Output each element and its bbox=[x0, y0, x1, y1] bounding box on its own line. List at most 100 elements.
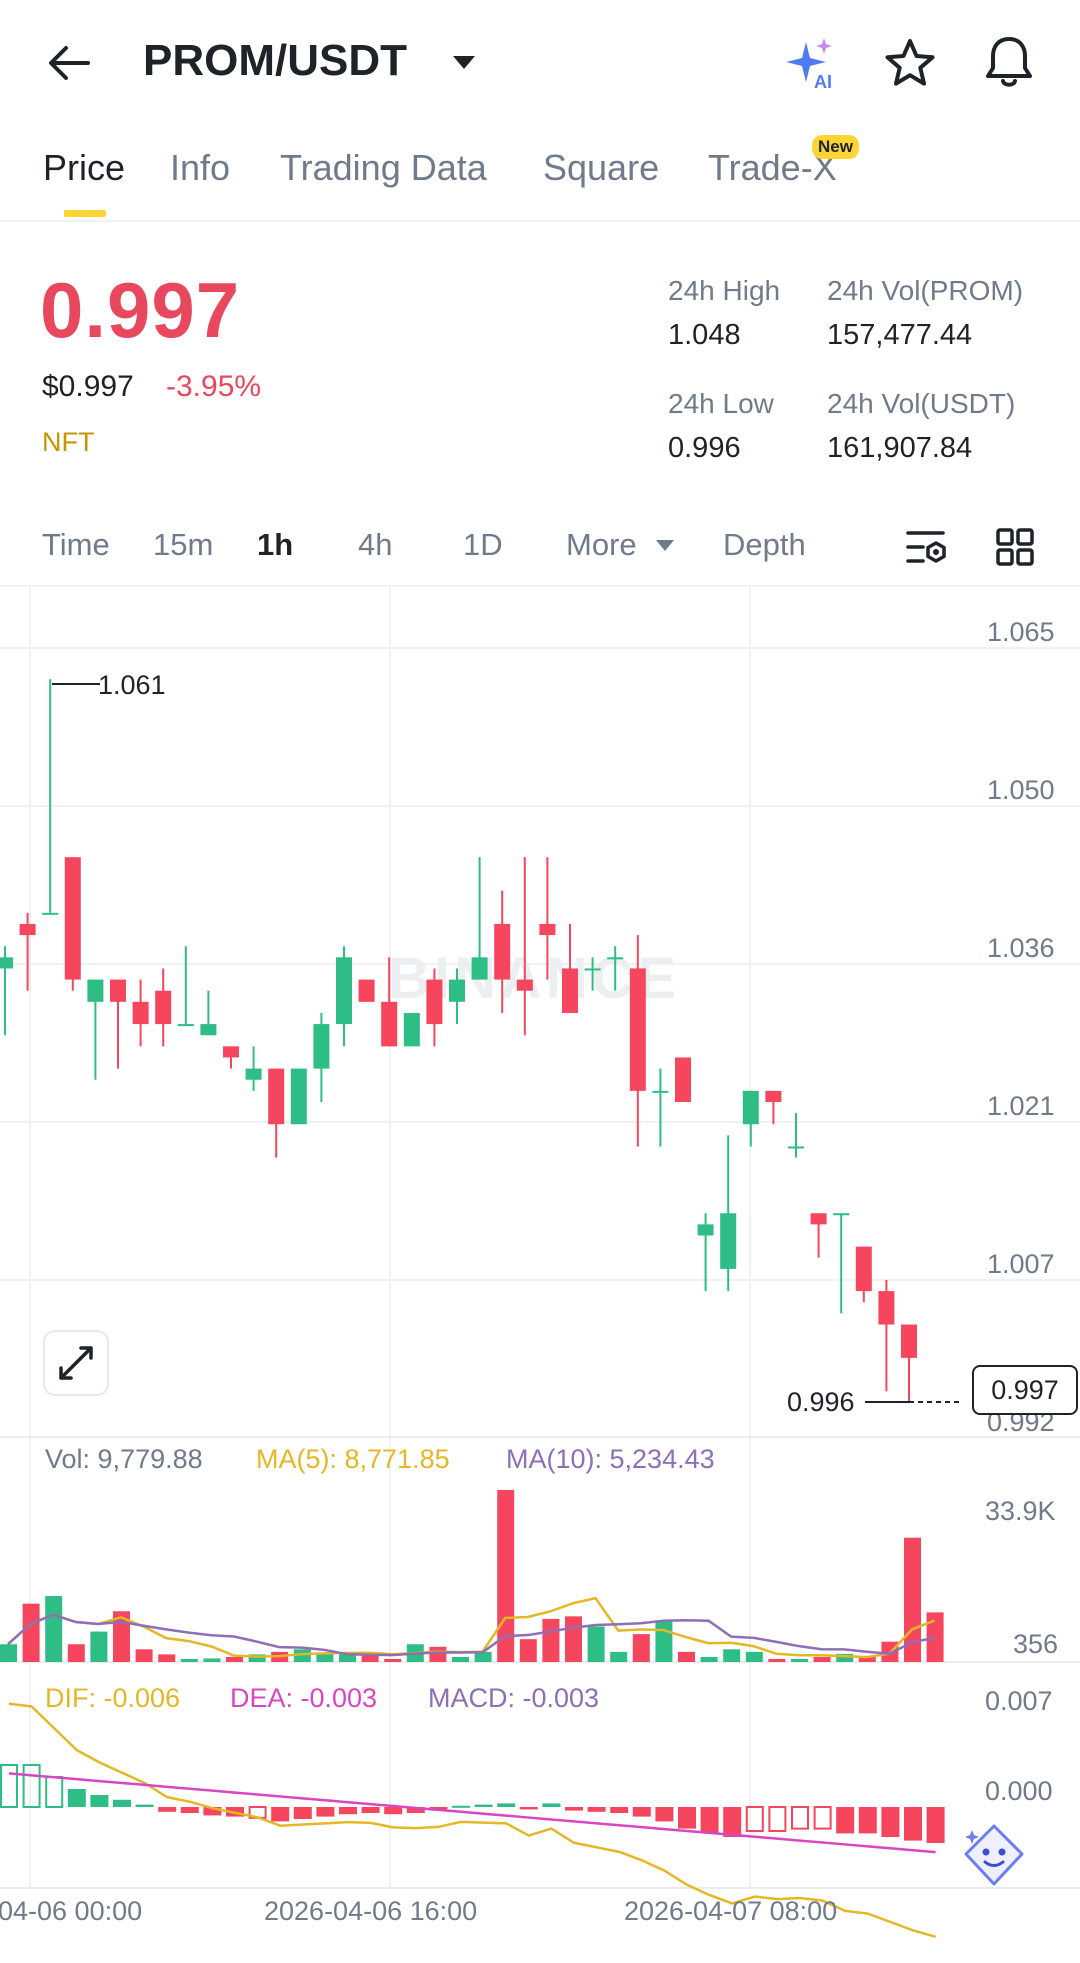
price-axis-label: 1.021 bbox=[987, 1091, 1055, 1121]
volume-bar bbox=[316, 1654, 334, 1662]
dea-line bbox=[8, 1772, 936, 1854]
low-label: 24h Low bbox=[668, 388, 774, 419]
expand-icon bbox=[59, 1346, 93, 1380]
macd-bar bbox=[610, 1807, 629, 1813]
volume-axis-label: 356 bbox=[1013, 1629, 1059, 1659]
tf-time[interactable]: Time bbox=[42, 527, 110, 562]
macd-bar bbox=[745, 1806, 764, 1832]
candle-body bbox=[765, 1090, 782, 1102]
macd-bar bbox=[926, 1807, 945, 1843]
macd-bar bbox=[271, 1807, 290, 1822]
dea-label: DEA: -0.003 bbox=[230, 1683, 378, 1713]
layout-grid-icon[interactable] bbox=[995, 527, 1035, 567]
last-price-marker: 0.997 bbox=[972, 1365, 1078, 1415]
volume-bar bbox=[0, 1644, 17, 1662]
tf-15m[interactable]: 15m bbox=[153, 527, 214, 562]
macd-bar bbox=[361, 1807, 380, 1813]
candle-body bbox=[426, 979, 443, 1025]
candle-body bbox=[652, 1090, 669, 1093]
price-change-percent: -3.95% bbox=[166, 370, 262, 403]
kline-chart[interactable]: BINANCE bbox=[0, 588, 1080, 1963]
macd-bar bbox=[384, 1807, 403, 1815]
candle-body bbox=[471, 957, 488, 980]
volume-bar bbox=[474, 1651, 492, 1662]
category-tag[interactable]: NFT bbox=[42, 427, 95, 457]
low-marker-label: 0.996 bbox=[787, 1387, 855, 1417]
tab-square[interactable]: Square bbox=[543, 147, 660, 188]
candle-body bbox=[855, 1246, 872, 1292]
timeframe-bar: Time 15m 1h 4h 1D More Depth bbox=[0, 505, 1080, 587]
tf-4h[interactable]: 4h bbox=[358, 527, 393, 562]
vol-ma10-label: MA(10): 5,234.43 bbox=[506, 1444, 715, 1474]
candle-body bbox=[19, 923, 36, 936]
assistant-bot-icon[interactable] bbox=[958, 1820, 1030, 1892]
tf-more[interactable]: More bbox=[566, 527, 637, 562]
volume-bar bbox=[384, 1658, 402, 1662]
volume-ma10-line bbox=[7, 1613, 935, 1657]
candle-body bbox=[381, 1001, 398, 1047]
macd-bar bbox=[587, 1807, 606, 1812]
ai-sparkle-icon[interactable]: AI bbox=[784, 36, 840, 92]
star-icon[interactable] bbox=[884, 38, 936, 88]
candle-body bbox=[629, 968, 646, 1091]
pair-title[interactable]: PROM/USDT bbox=[143, 36, 407, 85]
candle-body bbox=[810, 1213, 827, 1225]
new-badge: New bbox=[812, 135, 859, 159]
volume-bar bbox=[248, 1654, 266, 1662]
macd-bar bbox=[158, 1807, 177, 1812]
back-arrow-icon[interactable] bbox=[44, 38, 94, 88]
price-axis-label: 1.065 bbox=[987, 617, 1055, 647]
volume-ma5-line bbox=[7, 1596, 936, 1659]
candle-body bbox=[494, 923, 511, 980]
candle-body bbox=[290, 1068, 307, 1125]
macd-bar bbox=[813, 1806, 832, 1830]
bell-icon[interactable] bbox=[984, 34, 1034, 90]
macd-bar bbox=[700, 1807, 719, 1834]
macd-bar bbox=[67, 1789, 86, 1807]
volume-bar bbox=[45, 1596, 63, 1662]
tab-trading-data[interactable]: Trading Data bbox=[280, 147, 487, 188]
macd-axis-label: 0.007 bbox=[985, 1686, 1053, 1716]
candle-body bbox=[245, 1068, 262, 1080]
candle-body bbox=[742, 1090, 759, 1125]
volume-bar bbox=[745, 1651, 763, 1662]
tf-1h[interactable]: 1h bbox=[257, 527, 294, 562]
volume-bar bbox=[67, 1644, 85, 1662]
volume-bar bbox=[180, 1658, 198, 1662]
volume-bar bbox=[158, 1654, 176, 1662]
macd-bar bbox=[135, 1804, 154, 1807]
candle-body bbox=[516, 979, 533, 991]
macd-bar bbox=[339, 1807, 357, 1815]
chart-grid bbox=[0, 588, 1080, 1889]
volume-bar bbox=[926, 1612, 944, 1662]
candle-body bbox=[901, 1324, 917, 1358]
candle-body bbox=[788, 1146, 804, 1149]
dif-line bbox=[8, 1702, 936, 1939]
candle-body bbox=[403, 1012, 420, 1047]
macd-bar bbox=[768, 1806, 787, 1832]
usd-price: $0.997 bbox=[42, 370, 134, 403]
macd-bar bbox=[452, 1805, 470, 1808]
volume-bars bbox=[0, 1490, 944, 1662]
macd-bar bbox=[180, 1807, 199, 1813]
macd-bar bbox=[406, 1807, 425, 1813]
tab-price[interactable]: Price bbox=[43, 147, 126, 188]
expand-chart-button[interactable] bbox=[43, 1330, 109, 1396]
active-tab-indicator bbox=[64, 210, 106, 217]
candle-body bbox=[833, 1213, 850, 1216]
vol-label: Vol: 9,779.88 bbox=[45, 1444, 203, 1474]
volume-bar bbox=[836, 1653, 854, 1662]
candle-body bbox=[268, 1068, 285, 1125]
tab-info[interactable]: Info bbox=[170, 147, 231, 188]
candle-body bbox=[177, 1024, 194, 1027]
tf-depth[interactable]: Depth bbox=[723, 527, 806, 562]
macd-bar bbox=[22, 1764, 41, 1808]
volume-bar bbox=[22, 1603, 40, 1662]
caret-down-icon[interactable] bbox=[452, 55, 476, 71]
tf-1d[interactable]: 1D bbox=[463, 527, 503, 562]
indicator-settings-icon[interactable] bbox=[905, 527, 949, 569]
price-axis-label: 1.007 bbox=[987, 1249, 1055, 1279]
candle-body bbox=[675, 1057, 691, 1102]
low-value: 0.996 bbox=[668, 432, 741, 464]
candle-body bbox=[0, 957, 13, 969]
